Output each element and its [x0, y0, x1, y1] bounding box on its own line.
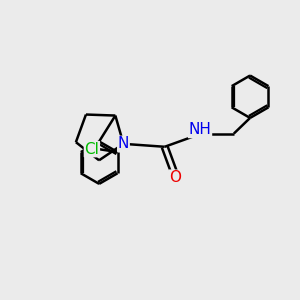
- Text: NH: NH: [189, 122, 211, 137]
- Text: Cl: Cl: [85, 142, 99, 157]
- Text: O: O: [169, 170, 181, 185]
- Text: N: N: [118, 136, 129, 151]
